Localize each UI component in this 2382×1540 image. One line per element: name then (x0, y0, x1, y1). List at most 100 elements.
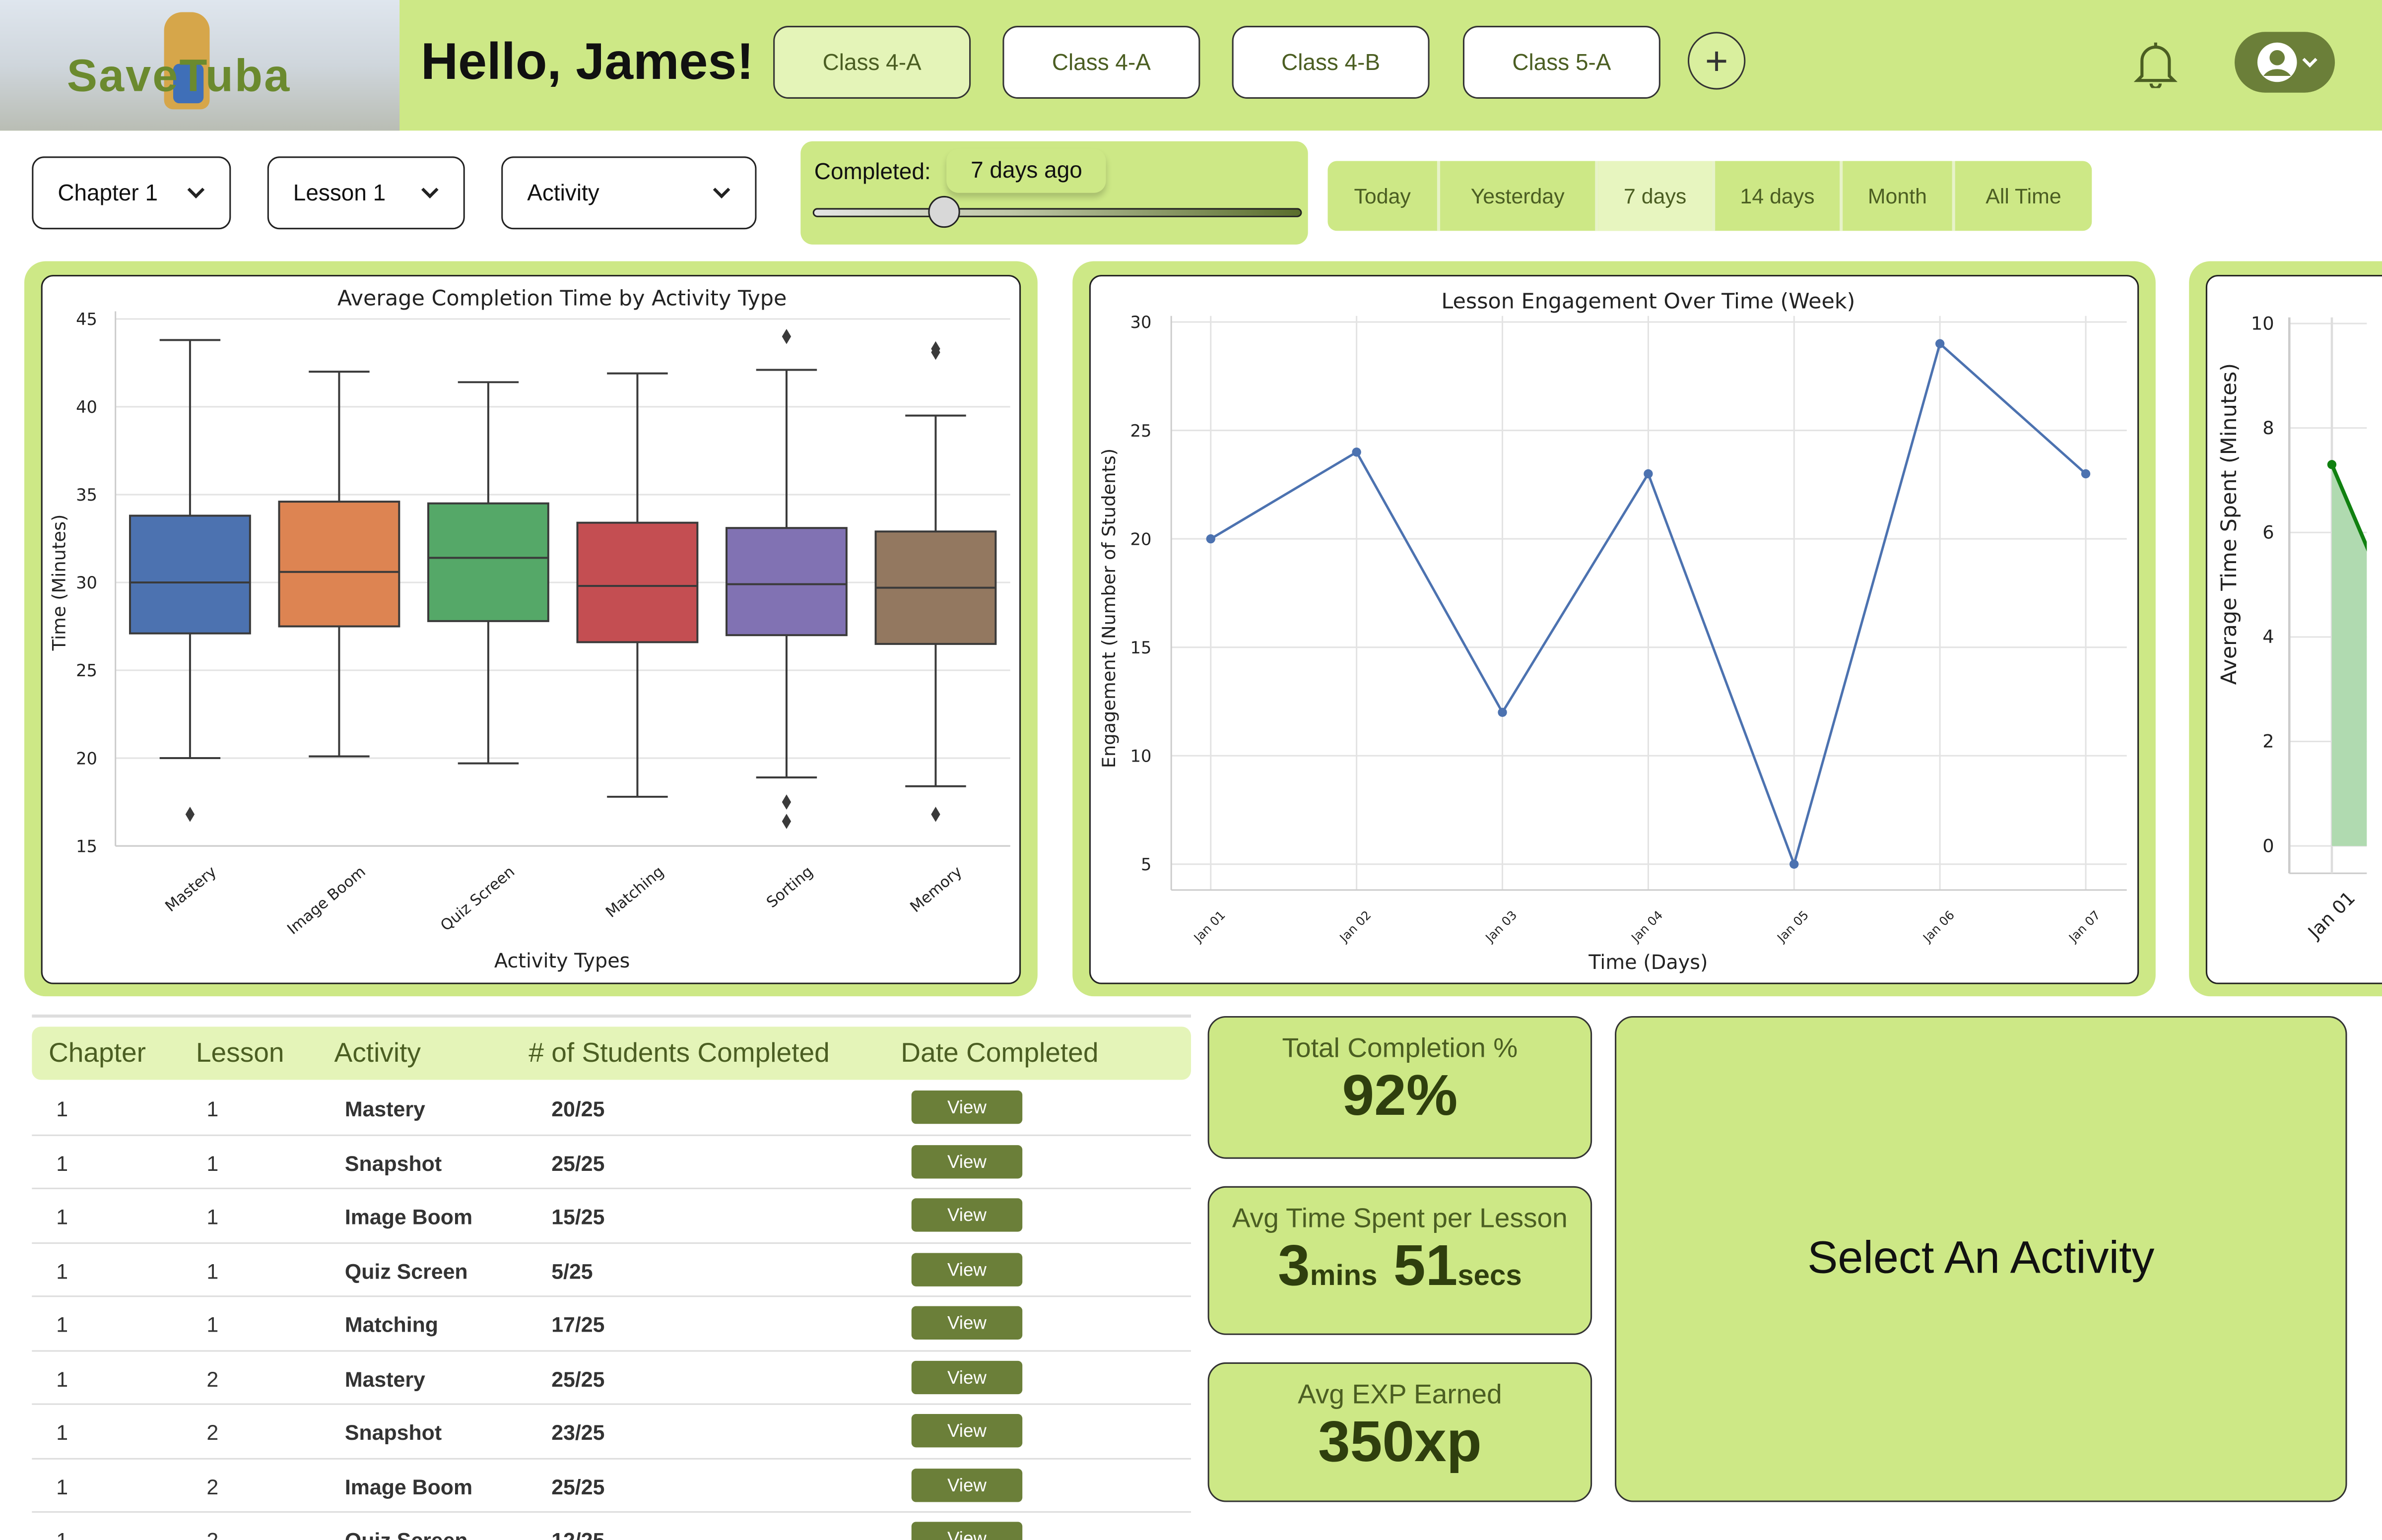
chapter-value: Chapter 1 (58, 180, 158, 206)
time-tab-today[interactable]: Today (1327, 161, 1441, 231)
plus-icon: + (1705, 38, 1728, 84)
view-button[interactable]: View (911, 1468, 1023, 1501)
view-button[interactable]: View (911, 1522, 1023, 1540)
exp-value: 350xp (1318, 1411, 1482, 1475)
data-point (1789, 859, 1799, 869)
x-tick-label: Jan 01 (2303, 887, 2359, 943)
chart-title: Lesson Engagement Over Time (Week) (1441, 289, 1855, 314)
view-button[interactable]: View (911, 1144, 1023, 1178)
y-tick-label: 5 (1141, 855, 1151, 874)
time-tab-month[interactable]: Month (1843, 161, 1955, 231)
class-tab-3[interactable]: Class 4-B (1232, 26, 1430, 99)
header-students-completed: # of Students Completed (529, 1037, 830, 1068)
greeting: Hello, James! (420, 33, 754, 91)
completion-title: Total Completion % (1282, 1032, 1518, 1063)
view-button[interactable]: View (911, 1198, 1023, 1232)
area-fill (2331, 464, 2367, 846)
profile-menu-button[interactable] (2235, 32, 2335, 93)
view-button[interactable]: View (911, 1413, 1023, 1448)
table-row: 1 2 Quiz Screen 12/25 View (32, 1513, 1191, 1540)
y-tick-label: 15 (76, 836, 97, 856)
avg-time-title: Avg Time Spent per Lesson (1232, 1203, 1568, 1233)
y-tick-label: 25 (1130, 421, 1152, 441)
y-tick-label: 30 (1130, 313, 1152, 332)
header-activity: Activity (334, 1037, 421, 1068)
view-button[interactable]: View (911, 1090, 1023, 1124)
box-image-boom (278, 501, 400, 628)
avg-exp-card: Avg EXP Earned 350xp (1207, 1362, 1592, 1502)
user-circle-icon (2256, 42, 2297, 82)
cell-activity: Mastery (344, 1096, 425, 1121)
cell-activity: Snapshot (344, 1150, 442, 1175)
cell-students-completed: 25/25 (551, 1474, 605, 1498)
class-tab-2[interactable]: Class 4-A (1002, 26, 1200, 99)
line-chart-card (1089, 275, 2139, 984)
y-tick-label: 10 (2251, 313, 2274, 334)
logo[interactable]: SaveTuba (0, 0, 400, 131)
y-tick-label: 8 (2262, 417, 2274, 439)
y-tick-label: 20 (76, 749, 97, 768)
cell-activity: Matching (344, 1312, 439, 1337)
total-completion-card: Total Completion % 92% (1207, 1016, 1592, 1159)
header-lesson: Lesson (196, 1037, 284, 1068)
y-tick-label: 2 (2262, 731, 2274, 752)
mins-unit: mins (1310, 1260, 1378, 1293)
bell-icon[interactable] (2133, 40, 2179, 88)
time-tab-14-days[interactable]: 14 days (1715, 161, 1843, 231)
y-tick-label: 6 (2262, 522, 2274, 543)
time-tab-7-days[interactable]: 7 days (1598, 161, 1716, 231)
cell-students-completed: 25/25 (551, 1366, 605, 1391)
cell-students-completed: 17/25 (551, 1312, 605, 1337)
cell-chapter: 1 (56, 1366, 68, 1391)
completion-value: 92% (1342, 1064, 1458, 1129)
add-class-button[interactable]: + (1687, 32, 1746, 90)
table-row: 1 1 Snapshot 25/25 View (32, 1135, 1191, 1189)
activity-dropdown[interactable]: Activity (501, 156, 757, 230)
completed-slider-thumb[interactable] (927, 195, 960, 228)
chapter-dropdown[interactable]: Chapter 1 (32, 156, 231, 230)
view-button[interactable]: View (911, 1360, 1023, 1394)
time-tab-all-time[interactable]: All Time (1985, 184, 2061, 208)
cell-lesson: 1 (206, 1150, 219, 1175)
cell-activity: Quiz Screen (344, 1258, 468, 1283)
time-line (2330, 463, 2367, 552)
table-row: 1 1 Matching 17/25 View (32, 1297, 1191, 1351)
divider (32, 1014, 1191, 1018)
y-tick-label: 35 (76, 485, 97, 505)
y-tick-label: 15 (1130, 638, 1152, 657)
avg-time-card: Avg Time Spent per Lesson 3mins 51secs (1207, 1186, 1592, 1335)
class-tab-1[interactable]: Class 4-A (773, 26, 971, 99)
y-tick-label: 10 (1130, 746, 1152, 766)
activity-detail-panel: Select An Activity (1615, 1016, 2347, 1502)
cell-lesson: 1 (206, 1312, 219, 1337)
cell-chapter: 1 (56, 1312, 68, 1337)
view-button[interactable]: View (911, 1306, 1023, 1340)
lesson-dropdown[interactable]: Lesson 1 (267, 156, 465, 230)
chart-title: Average Completion Time by Activity Type (337, 286, 787, 311)
box-sorting (726, 527, 848, 637)
y-tick-label: 4 (2262, 626, 2274, 647)
cell-chapter: 1 (56, 1528, 68, 1540)
outlier-point (782, 328, 792, 344)
y-tick-label: 20 (1130, 529, 1152, 549)
outlier-point (782, 814, 792, 829)
box-matching (576, 521, 699, 643)
table-row: 1 1 Quiz Screen 5/25 View (32, 1243, 1191, 1297)
class-tab-4[interactable]: Class 5-A (1462, 26, 1660, 99)
data-point (1935, 339, 1945, 348)
cell-students-completed: 15/25 (551, 1204, 605, 1229)
time-tab-yesterday[interactable]: Yesterday (1440, 161, 1598, 231)
cell-chapter: 1 (56, 1150, 68, 1175)
exp-title: Avg EXP Earned (1298, 1379, 1502, 1410)
header-date-completed: Date Completed (901, 1037, 1099, 1068)
cell-activity: Snapshot (344, 1420, 442, 1445)
y-axis-label: Time (Minutes) (49, 514, 70, 651)
avg-time-secs: 51 (1393, 1234, 1458, 1299)
box-chart-card (41, 275, 1021, 984)
x-axis-label: Activity Types (494, 950, 630, 972)
view-button[interactable]: View (911, 1252, 1023, 1286)
cell-lesson: 2 (206, 1420, 219, 1445)
secs-unit: secs (1457, 1260, 1522, 1293)
data-point (2081, 469, 2091, 479)
